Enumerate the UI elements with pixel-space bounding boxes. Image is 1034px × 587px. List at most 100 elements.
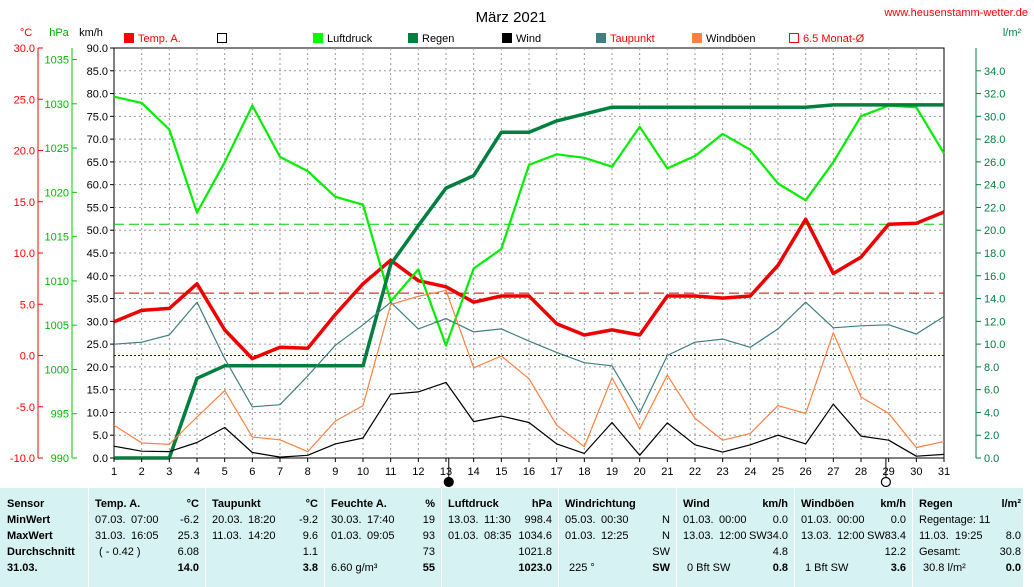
dew-min-value: -9.2 <box>299 514 318 526</box>
reference-lines <box>114 223 944 356</box>
wind-min-time: 00:00 <box>719 514 747 526</box>
temp-tick-label: 30.0 <box>14 43 35 55</box>
day-tick-label: 13 <box>440 466 452 478</box>
wind-tick-label: 5.0 <box>93 430 108 442</box>
gusts-max-value: 83.4 <box>884 530 906 542</box>
day-tick-label: 22 <box>689 466 701 478</box>
pressure-tick-label: 1030 <box>45 99 69 111</box>
stats-gusts: Windböen km/h 01.03. 00:00 0.0 13.03. 12:00 S… <box>795 488 913 587</box>
row-label-avg: Durchschnitt <box>7 546 75 558</box>
chart-legend: Temp. A. Luftdruck Regen Wind Taupunkt Windbö… <box>124 33 865 45</box>
pressure-min-date: 13.03. <box>448 514 479 526</box>
wind-tick-label: 75.0 <box>87 111 108 123</box>
rain-tick-label: 16.0 <box>984 271 1005 283</box>
full-moon-icon <box>880 476 892 488</box>
winddir-today-extra: 225 ° <box>569 562 595 574</box>
series-line <box>113 381 945 458</box>
wind-max-date: 13.03. <box>683 530 714 542</box>
stats-temp: Temp. A. °C 07.03. 07:00 -6.2 31.03. 16:05 25… <box>89 488 206 587</box>
temp-tick-label: 25.0 <box>14 94 35 106</box>
legend-label: Luftdruck <box>327 33 373 45</box>
pressure-header: Luftdruck <box>448 498 499 510</box>
dew-avg-value: 1.1 <box>302 546 318 558</box>
rain-tick-label: 32.0 <box>984 89 1005 101</box>
temp-max-time: 16:05 <box>131 530 159 542</box>
unit-rain: l/m² <box>1003 27 1022 39</box>
rain-tick-label: 22.0 <box>984 202 1005 214</box>
humidity-today-extra: 6.60 g/m³ <box>331 562 378 574</box>
wind-tick-label: 80.0 <box>87 89 108 101</box>
humidity-avg-value: 73 <box>422 546 435 558</box>
temp-tick-label: 15.0 <box>14 197 35 209</box>
day-tick-label: 1 <box>111 466 117 478</box>
rain-header: Regen <box>919 498 953 510</box>
rain-max-time: 19:25 <box>955 530 983 542</box>
wind-tick-label: 25.0 <box>87 339 108 351</box>
humidity-min-value: 19 <box>422 514 435 526</box>
wind-tick-label: 35.0 <box>87 294 108 306</box>
winddir-min-time: 00:30 <box>601 514 629 526</box>
pressure-max-date: 01.03. <box>448 530 479 542</box>
stats-dewpoint: Taupunkt °C 20.03. 18:20 -9.2 11.03. 14:20 9.… <box>206 488 325 587</box>
pressure-max-time: 08:35 <box>484 530 512 542</box>
gusts-max-dir: SW <box>867 530 885 542</box>
rain-total-value: 30.8 <box>999 546 1021 558</box>
temp-tick-label: 0.0 <box>20 351 35 363</box>
day-tick-label: 21 <box>661 466 673 478</box>
statistics-table: Sensor MinWert MaxWert Durchschnitt 31.0… <box>0 488 1034 587</box>
rain-tick-label: 24.0 <box>984 180 1005 192</box>
gusts-min-time: 00:00 <box>837 514 865 526</box>
temp-header: Temp. A. <box>95 498 141 510</box>
rain-tick-label: 34.0 <box>984 66 1005 78</box>
series-line <box>113 210 945 361</box>
pressure-tick-label: 1025 <box>45 143 69 155</box>
chart-axes: 30.025.020.015.010.05.00.0-5.0-10.010351… <box>10 43 1005 488</box>
rain-tick-label: 26.0 <box>984 157 1005 169</box>
day-tick-label: 2 <box>139 466 145 478</box>
day-tick-label: 7 <box>277 466 283 478</box>
winddir-min-value: N <box>662 514 670 526</box>
dew-today-value: 3.8 <box>302 562 318 574</box>
rain-tick-label: 20.0 <box>984 225 1005 237</box>
wind-tick-label: 60.0 <box>87 180 108 192</box>
wind-tick-label: 65.0 <box>87 157 108 169</box>
pressure-tick-label: 1000 <box>45 364 69 376</box>
pressure-tick-label: 995 <box>51 409 69 421</box>
temp-tick-label: 20.0 <box>14 146 35 158</box>
legend-swatch <box>217 33 227 43</box>
stats-humidity: Feuchte A.% 30.03. 17:40 19 01.03. 09:05 93 … <box>325 488 442 587</box>
day-tick-label: 25 <box>772 466 784 478</box>
winddir-avg-value: SW <box>652 546 670 558</box>
humidity-max-time: 09:05 <box>367 530 395 542</box>
day-tick-label: 23 <box>717 466 729 478</box>
legend-label: Windböen <box>706 33 756 45</box>
temp-min-time: 07:00 <box>131 514 159 526</box>
new-moon-icon <box>443 476 454 488</box>
temp-min-date: 07.03. <box>95 514 126 526</box>
winddir-min-date: 05.03. <box>565 514 596 526</box>
wind-unit: km/h <box>762 498 788 510</box>
day-tick-label: 8 <box>305 466 311 478</box>
series-line <box>113 95 945 347</box>
rain-max-date: 11.03. <box>919 530 949 542</box>
gusts-min-date: 01.03. <box>801 514 832 526</box>
winddir-max-time: 12:25 <box>601 530 629 542</box>
wind-max-dir: SW <box>749 530 767 542</box>
series-line <box>113 289 945 453</box>
legend-label: Temp. A. <box>138 33 181 45</box>
website-link[interactable]: www.heusenstamm-wetter.de <box>883 7 1028 19</box>
stats-pressure: Luftdruck hPa 13.03. 11:30 998.4 01.03. 08:3… <box>442 488 559 587</box>
dew-min-time: 18:20 <box>248 514 276 526</box>
temp-avg-extra: ( - 0.42 ) <box>99 546 141 558</box>
wind-tick-label: 50.0 <box>87 225 108 237</box>
temp-min-value: -6.2 <box>180 514 199 526</box>
stats-wind: Wind km/h 01.03. 00:00 0.0 13.03. 12:00 SW 34.… <box>677 488 795 587</box>
day-tick-label: 19 <box>606 466 618 478</box>
dew-header: Taupunkt <box>212 498 261 510</box>
series-lines <box>113 95 945 460</box>
day-tick-label: 5 <box>222 466 228 478</box>
day-tick-label: 9 <box>332 466 338 478</box>
stats-wind-direction: Windrichtung 05.03. 00:30 N 01.03. 12:25 N S… <box>559 488 677 587</box>
pressure-min-value: 998.4 <box>524 514 552 526</box>
rain-tick-label: 28.0 <box>984 134 1005 146</box>
